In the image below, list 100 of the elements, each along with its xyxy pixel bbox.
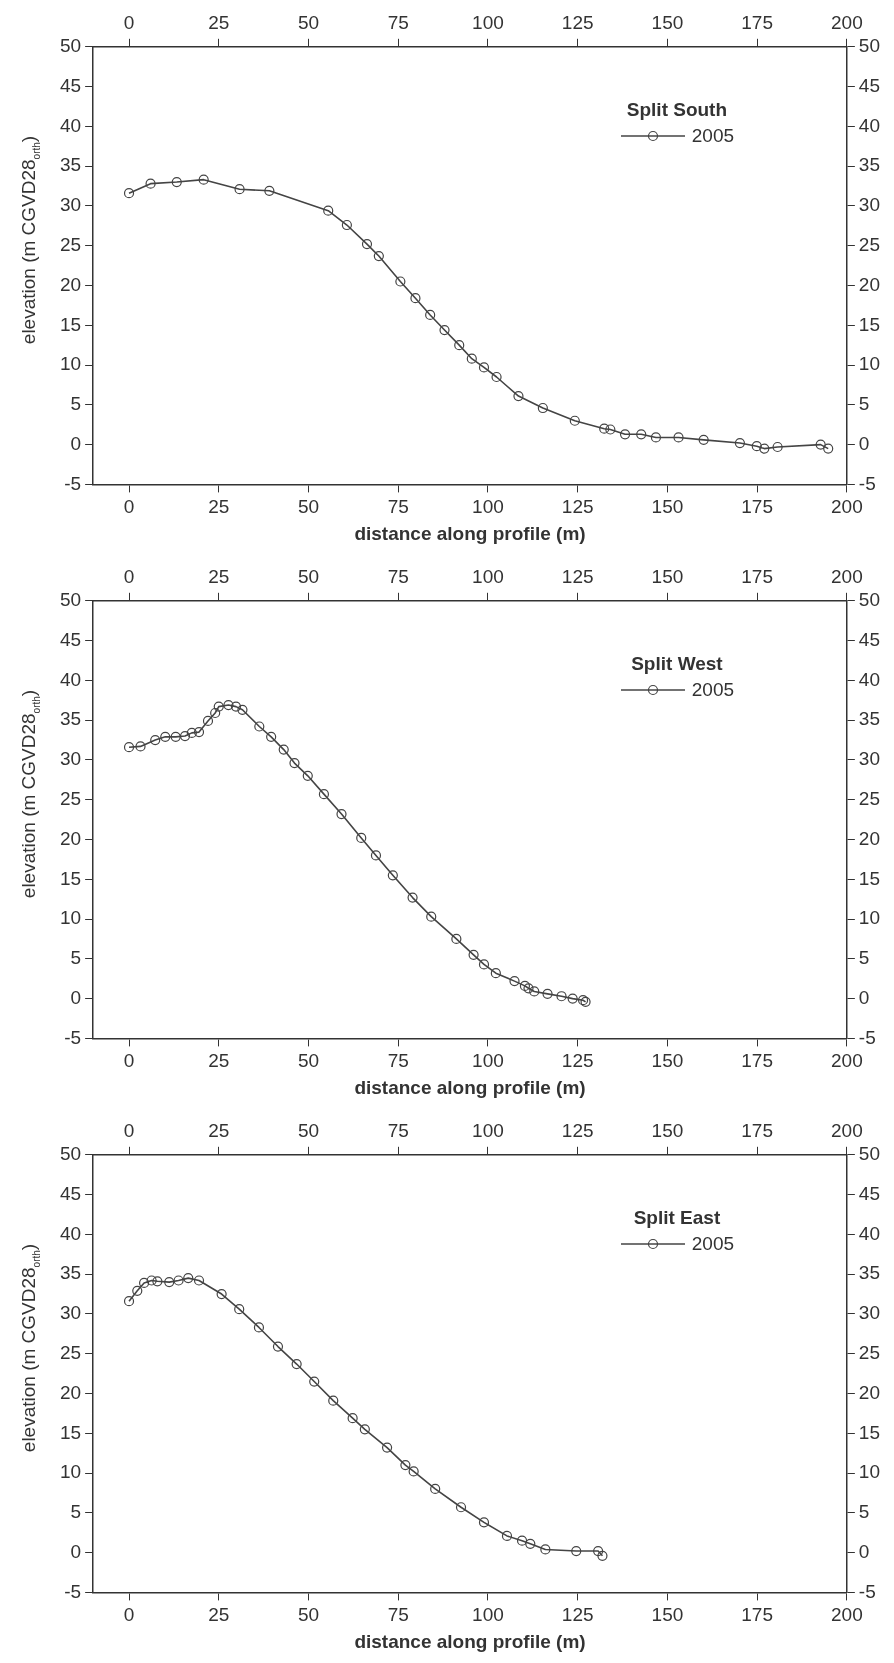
- x-tick-label: 200: [831, 1050, 863, 1072]
- x2-tick-label: 50: [297, 1119, 320, 1141]
- point: [509, 976, 520, 987]
- point: [123, 742, 135, 753]
- y2-tick-label: 10: [858, 1461, 881, 1483]
- y-tick-label: 10: [59, 1461, 82, 1483]
- x-tick-label: 25: [208, 1604, 230, 1626]
- point: [132, 1285, 143, 1296]
- point: [491, 371, 502, 383]
- x2-tick-label: 100: [472, 1119, 504, 1141]
- point: [478, 362, 490, 373]
- point: [234, 184, 245, 195]
- y-tick-label: 10: [59, 907, 82, 929]
- x-tick-label: 175: [741, 1050, 773, 1072]
- x2-tick-label: 25: [208, 1119, 230, 1141]
- point: [525, 1538, 536, 1549]
- x-tick-label: 75: [387, 1050, 409, 1072]
- y2-tick-label: 35: [858, 154, 881, 176]
- point: [145, 178, 156, 189]
- point: [823, 443, 834, 454]
- point: [395, 276, 406, 287]
- point: [490, 968, 501, 979]
- y2-tick-label: 25: [858, 233, 881, 255]
- point: [698, 434, 709, 445]
- y2-tick-label: 45: [858, 74, 881, 96]
- legend-label: 2005: [691, 125, 735, 148]
- point: [673, 432, 684, 443]
- point: [234, 1304, 245, 1315]
- point: [451, 933, 462, 945]
- point: [356, 832, 367, 843]
- point: [567, 993, 578, 1004]
- y2-tick-label: 25: [858, 787, 881, 809]
- point: [323, 205, 334, 216]
- point: [370, 850, 382, 861]
- y2-tick-label: 50: [858, 35, 881, 57]
- y2-tick-label: 15: [858, 1421, 881, 1443]
- x-axis-title: distance along profile (m): [354, 1630, 586, 1652]
- point: [571, 1545, 582, 1557]
- legend-title: Split East: [632, 1207, 722, 1230]
- y2-tick-label: 15: [858, 867, 881, 889]
- x-tick-label: 100: [472, 1050, 504, 1072]
- y2-tick-label: 10: [858, 907, 881, 929]
- x-tick-label: 50: [297, 496, 320, 518]
- point: [529, 986, 540, 997]
- y-tick-label: 30: [59, 1302, 82, 1324]
- point: [636, 429, 647, 440]
- point: [381, 1442, 393, 1453]
- y-tick-label: 30: [59, 748, 82, 770]
- y2-tick-label: 20: [858, 827, 881, 849]
- y2-tick-label: -5: [858, 1580, 876, 1602]
- x2-tick-label: 75: [387, 11, 409, 33]
- x-tick-label: 150: [651, 496, 684, 518]
- point: [150, 734, 161, 746]
- y-tick-label: 50: [59, 589, 82, 611]
- point: [291, 1358, 302, 1370]
- y2-tick-label: -5: [858, 472, 876, 494]
- point: [734, 437, 746, 449]
- x-tick-label: 150: [651, 1604, 684, 1626]
- y-tick-label: 45: [59, 74, 82, 96]
- point: [160, 731, 171, 742]
- y2-tick-label: 35: [858, 1262, 881, 1284]
- point: [278, 744, 289, 755]
- x2-tick-label: 100: [472, 565, 504, 587]
- y2-tick-label: 5: [858, 1501, 870, 1523]
- point: [454, 340, 465, 351]
- y-tick-label: 25: [59, 233, 82, 255]
- y2-tick-label: 0: [858, 432, 870, 454]
- x2-tick-label: 25: [208, 565, 230, 587]
- y-tick-label: 20: [59, 827, 82, 849]
- x-tick-label: 50: [297, 1050, 320, 1072]
- point: [400, 1460, 411, 1471]
- point: [347, 1413, 358, 1424]
- x-tick-label: 200: [831, 496, 863, 518]
- point: [272, 1341, 284, 1352]
- point: [815, 439, 826, 450]
- point: [373, 250, 384, 262]
- y2-tick-label: 35: [858, 708, 881, 730]
- y-tick-label: 35: [59, 1262, 82, 1284]
- x2-tick-label: 200: [831, 1119, 863, 1141]
- x-tick-label: 125: [561, 1050, 594, 1072]
- x-tick-label: 50: [297, 1604, 320, 1626]
- point: [759, 443, 770, 454]
- point: [341, 219, 352, 231]
- point: [478, 959, 490, 970]
- point: [309, 1376, 320, 1387]
- point: [569, 415, 580, 426]
- x-tick-label: 0: [123, 1604, 135, 1626]
- y-tick-label: 15: [59, 313, 82, 335]
- y-tick-label: 0: [70, 432, 82, 454]
- x-tick-label: 25: [208, 496, 230, 518]
- y2-tick-label: 30: [858, 748, 881, 770]
- x2-tick-label: 175: [741, 11, 773, 33]
- point: [254, 721, 265, 732]
- point: [408, 1466, 419, 1477]
- point: [537, 402, 548, 414]
- y-tick-label: 10: [59, 353, 82, 375]
- point: [302, 770, 313, 781]
- point: [328, 1395, 339, 1406]
- point: [223, 699, 234, 711]
- point: [289, 758, 300, 769]
